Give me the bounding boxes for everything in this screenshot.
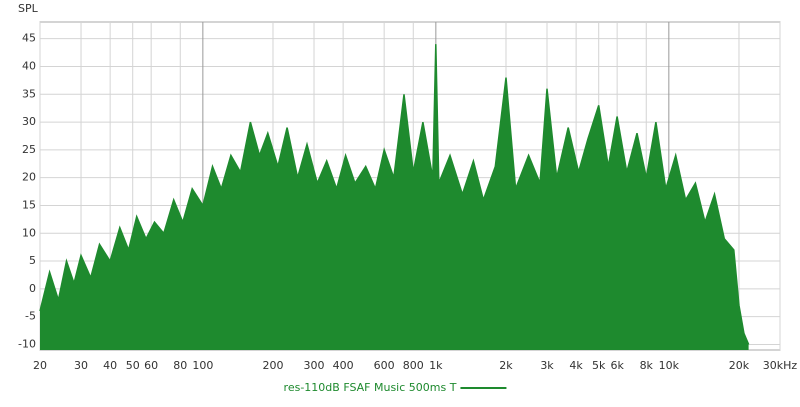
x-tick-label: 800 (403, 359, 424, 372)
x-tick-label: 6k (610, 359, 624, 372)
y-tick-label: 20 (22, 171, 36, 184)
y-tick-label: -10 (18, 337, 36, 350)
y-tick-label: 10 (22, 226, 36, 239)
x-tick-label: 10k (659, 359, 680, 372)
y-tick-label: 5 (29, 254, 36, 267)
x-tick-label: 300 (304, 359, 325, 372)
x-tick-label: 2k (499, 359, 513, 372)
x-tick-label: 4k (569, 359, 583, 372)
y-tick-label: 40 (22, 59, 36, 72)
x-tick-label: 20k (729, 359, 750, 372)
x-tick-label: 20 (33, 359, 47, 372)
x-tick-label: 1k (429, 359, 443, 372)
x-tick-label: 60 (144, 359, 158, 372)
legend-label: res-110dB FSAF Music 500ms T (284, 381, 457, 394)
spectrum-area (40, 44, 749, 350)
x-tick-label: 30kHz (763, 359, 798, 372)
x-tick-label: 8k (640, 359, 654, 372)
y-tick-label: 15 (22, 198, 36, 211)
y-tick-label: 35 (22, 87, 36, 100)
x-tick-label: 50 (126, 359, 140, 372)
x-tick-label: 40 (103, 359, 117, 372)
x-tick-label: 3k (540, 359, 554, 372)
x-tick-label: 30 (74, 359, 88, 372)
x-tick-label: 5k (592, 359, 606, 372)
y-tick-label: -5 (25, 310, 36, 323)
x-tick-label: 600 (374, 359, 395, 372)
y-tick-label: 30 (22, 115, 36, 128)
spectrum-line (39, 44, 750, 345)
y-axis-label: SPL (18, 2, 39, 15)
y-tick-label: 45 (22, 32, 36, 45)
y-tick-label: 25 (22, 143, 36, 156)
x-tick-label: 200 (262, 359, 283, 372)
x-tick-label: 80 (173, 359, 187, 372)
x-tick-label: 400 (333, 359, 354, 372)
y-tick-label: 0 (29, 282, 36, 295)
x-tick-label: 100 (192, 359, 213, 372)
